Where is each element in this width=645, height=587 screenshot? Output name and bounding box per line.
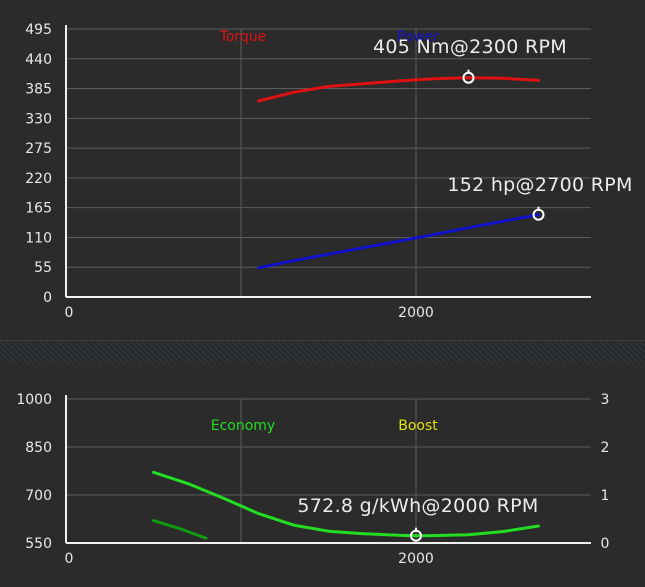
economy-boost-panel: 1000 850 700 550 3 2 1 0 0 2000 Economy Boost 572.8 … bbox=[0, 364, 645, 587]
legend-power: Power bbox=[397, 29, 440, 45]
series-line-economy bbox=[152, 470, 540, 538]
y-tick-label: 0 bbox=[43, 290, 52, 306]
x-tick-label: 2000 bbox=[398, 551, 434, 567]
marker-circle bbox=[462, 71, 475, 84]
y2-tick-label: 2 bbox=[601, 440, 610, 456]
annotation-label: 572.8 g/kWh@2000 RPM bbox=[297, 495, 538, 517]
annotation-label: 405 Nm@2300 RPM bbox=[373, 36, 567, 58]
x-tick-label: 2000 bbox=[398, 305, 434, 321]
y2-tick-label: 1 bbox=[601, 488, 610, 504]
marker-circle bbox=[410, 529, 422, 542]
legend-boost: Boost bbox=[398, 418, 438, 434]
legend-economy: Economy bbox=[211, 418, 275, 434]
y-tick-label: 55 bbox=[34, 260, 52, 276]
y-tick-label: 850 bbox=[25, 440, 52, 456]
y-tick-label: 110 bbox=[25, 230, 52, 246]
x-tick-label: 0 bbox=[65, 305, 74, 321]
y-tick-label: 220 bbox=[25, 171, 52, 187]
x-tick-label: 0 bbox=[65, 551, 74, 567]
series-line-unlabeled bbox=[152, 519, 208, 540]
series-line-torque bbox=[257, 76, 540, 103]
y-tick-label: 275 bbox=[25, 141, 52, 157]
legend-torque: Torque bbox=[219, 29, 267, 45]
y-tick-label: 550 bbox=[25, 536, 52, 552]
y-tick-label: 440 bbox=[25, 52, 52, 68]
annotation-label: 152 hp@2700 RPM bbox=[447, 174, 632, 196]
y-tick-label: 165 bbox=[25, 201, 52, 217]
economy-boost-chart: 1000 850 700 550 3 2 1 0 0 2000 Economy Boost 572.8 … bbox=[16, 392, 610, 567]
panel-divider bbox=[0, 340, 645, 366]
y-tick-label: 495 bbox=[25, 22, 52, 38]
y-tick-label: 700 bbox=[25, 488, 52, 504]
torque-power-panel: 495 440 385 330 275 220 165 110 55 0 0 2000 Torque Po… bbox=[25, 22, 633, 321]
marker-circle bbox=[532, 208, 545, 221]
y-tick-label: 330 bbox=[25, 111, 52, 127]
y-tick-label: 385 bbox=[25, 82, 52, 98]
torque-power-chart: 495 440 385 330 275 220 165 110 55 00 2000 Torque Po… bbox=[25, 22, 632, 321]
y-tick-label: 1000 bbox=[16, 392, 52, 408]
y2-tick-label: 3 bbox=[601, 392, 610, 408]
series-line-power bbox=[257, 213, 540, 270]
y2-tick-label: 0 bbox=[601, 536, 610, 552]
